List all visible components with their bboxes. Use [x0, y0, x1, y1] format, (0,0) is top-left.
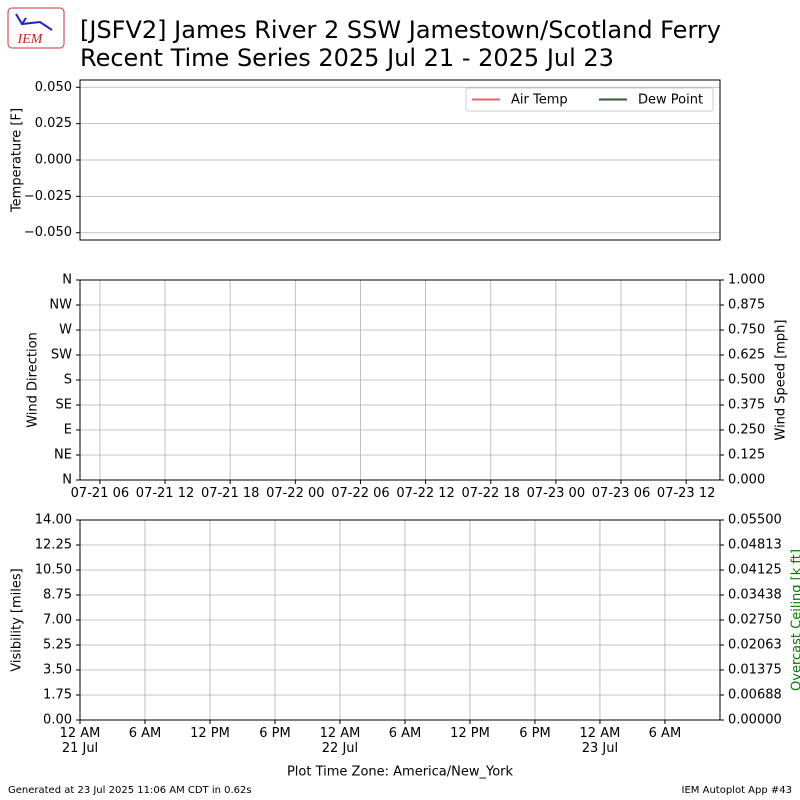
- plot-frame: [79, 279, 721, 481]
- chart-subtitle: Recent Time Series 2025 Jul 21 - 2025 Ju…: [80, 44, 614, 72]
- y2-tick-label: 0.875: [728, 298, 765, 313]
- x-tick-label: 6 AM: [388, 726, 422, 741]
- y-axis-label: Visibility [miles]: [10, 568, 25, 671]
- x-tick-label: 07-23 00: [526, 486, 586, 501]
- y2-axis-label: Wind Speed [mph]: [774, 320, 789, 441]
- y-axis-label: Temperature [F]: [10, 108, 25, 213]
- y2-tick-label: 0.05500: [728, 513, 782, 528]
- y-tick-label: 12.25: [35, 538, 72, 553]
- y-tick-label: E: [64, 423, 72, 438]
- y-tick-label: N: [62, 273, 72, 288]
- y2-tick-label: 0.04125: [728, 563, 782, 578]
- y-tick-label: NW: [49, 298, 72, 313]
- y-tick-label: N: [62, 473, 72, 488]
- logo-icon: [15, 13, 53, 31]
- x-tick-label: 07-22 12: [396, 486, 455, 501]
- x-tick-label: 12 PM: [450, 726, 490, 741]
- y-tick-label: 0.050: [35, 80, 72, 95]
- y2-tick-label: 0.02750: [728, 613, 782, 628]
- plot-frame: [79, 519, 721, 721]
- x-tick-label: 07-22 00: [266, 486, 325, 501]
- y2-tick-label: 0.01375: [728, 663, 782, 678]
- chart-title: [JSFV2] James River 2 SSW Jamestown/Scot…: [80, 16, 721, 44]
- x-tick-label: 07-23 06: [591, 486, 651, 501]
- plot-frame: [79, 79, 721, 241]
- y2-tick-label: 1.000: [728, 273, 765, 288]
- y2-tick-label: 0.03438: [728, 588, 782, 603]
- y-tick-label: SW: [51, 348, 72, 363]
- y-tick-label: 1.75: [43, 688, 72, 703]
- x-tick-label: 6 AM: [128, 726, 162, 741]
- y2-tick-label: 0.04813: [728, 538, 782, 553]
- y-tick-label: 3.50: [43, 663, 72, 678]
- x-tick-label: 07-22 18: [461, 486, 520, 501]
- y-tick-label: SE: [56, 398, 72, 413]
- y-tick-label: S: [64, 373, 72, 388]
- y2-tick-label: 0.000: [728, 473, 765, 488]
- y-axis-label: Wind Direction: [26, 332, 41, 428]
- legend-label: Air Temp: [511, 93, 568, 108]
- y2-tick-label: 0.00688: [728, 688, 782, 703]
- x-tick-label: 6 PM: [259, 726, 291, 741]
- x-tick-label: 6 PM: [519, 726, 551, 741]
- logo-text: IEM: [17, 32, 44, 47]
- x-tick-label: 12 AM 21 Jul: [59, 726, 101, 756]
- footer-generated: Generated at 23 Jul 2025 11:06 AM CDT in…: [8, 785, 252, 796]
- y2-tick-label: 0.125: [728, 448, 765, 463]
- legend-box: [465, 87, 714, 112]
- x-tick-label: 07-21 12: [135, 486, 195, 501]
- y-tick-label: 0.000: [35, 153, 72, 168]
- y2-tick-label: 0.750: [728, 323, 765, 338]
- y-tick-label: NE: [54, 448, 72, 463]
- y-tick-label: 5.25: [43, 638, 72, 653]
- logo-box: [7, 7, 65, 49]
- legend-label: Dew Point: [638, 93, 703, 108]
- x-tick-label: 12 PM: [190, 726, 230, 741]
- y-tick-label: 14.00: [35, 513, 72, 528]
- footer-app: IEM Autoplot App #43: [682, 785, 792, 796]
- y2-tick-label: 0.375: [728, 398, 765, 413]
- y-tick-label: −0.025: [24, 189, 72, 204]
- x-tick-label: 6 AM: [648, 726, 682, 741]
- y-tick-label: 10.50: [35, 563, 72, 578]
- x-tick-label: 12 AM 22 Jul: [319, 726, 361, 756]
- x-tick-label: 07-21 18: [200, 486, 260, 501]
- y2-tick-label: 0.250: [728, 423, 765, 438]
- x-tick-label: 07-22 06: [331, 486, 390, 501]
- y-tick-label: 7.00: [43, 613, 72, 628]
- y-tick-label: −0.050: [24, 225, 72, 240]
- y-tick-label: W: [59, 323, 72, 338]
- y2-tick-label: 0.625: [728, 348, 765, 363]
- x-axis-label: Plot Time Zone: America/New_York: [287, 765, 514, 780]
- x-tick-label: 07-23 12: [656, 486, 716, 501]
- y2-tick-label: 0.00000: [728, 713, 782, 728]
- y-tick-label: 0.00: [43, 713, 72, 728]
- x-tick-label: 07-21 06: [70, 486, 130, 501]
- y2-tick-label: 0.02063: [728, 638, 782, 653]
- y2-tick-label: 0.500: [728, 373, 765, 388]
- y2-axis-label: Overcast Ceiling [k ft]: [790, 549, 800, 691]
- y-tick-label: 8.75: [43, 588, 72, 603]
- x-tick-label: 12 AM 23 Jul: [579, 726, 621, 756]
- y-tick-label: 0.025: [35, 116, 72, 131]
